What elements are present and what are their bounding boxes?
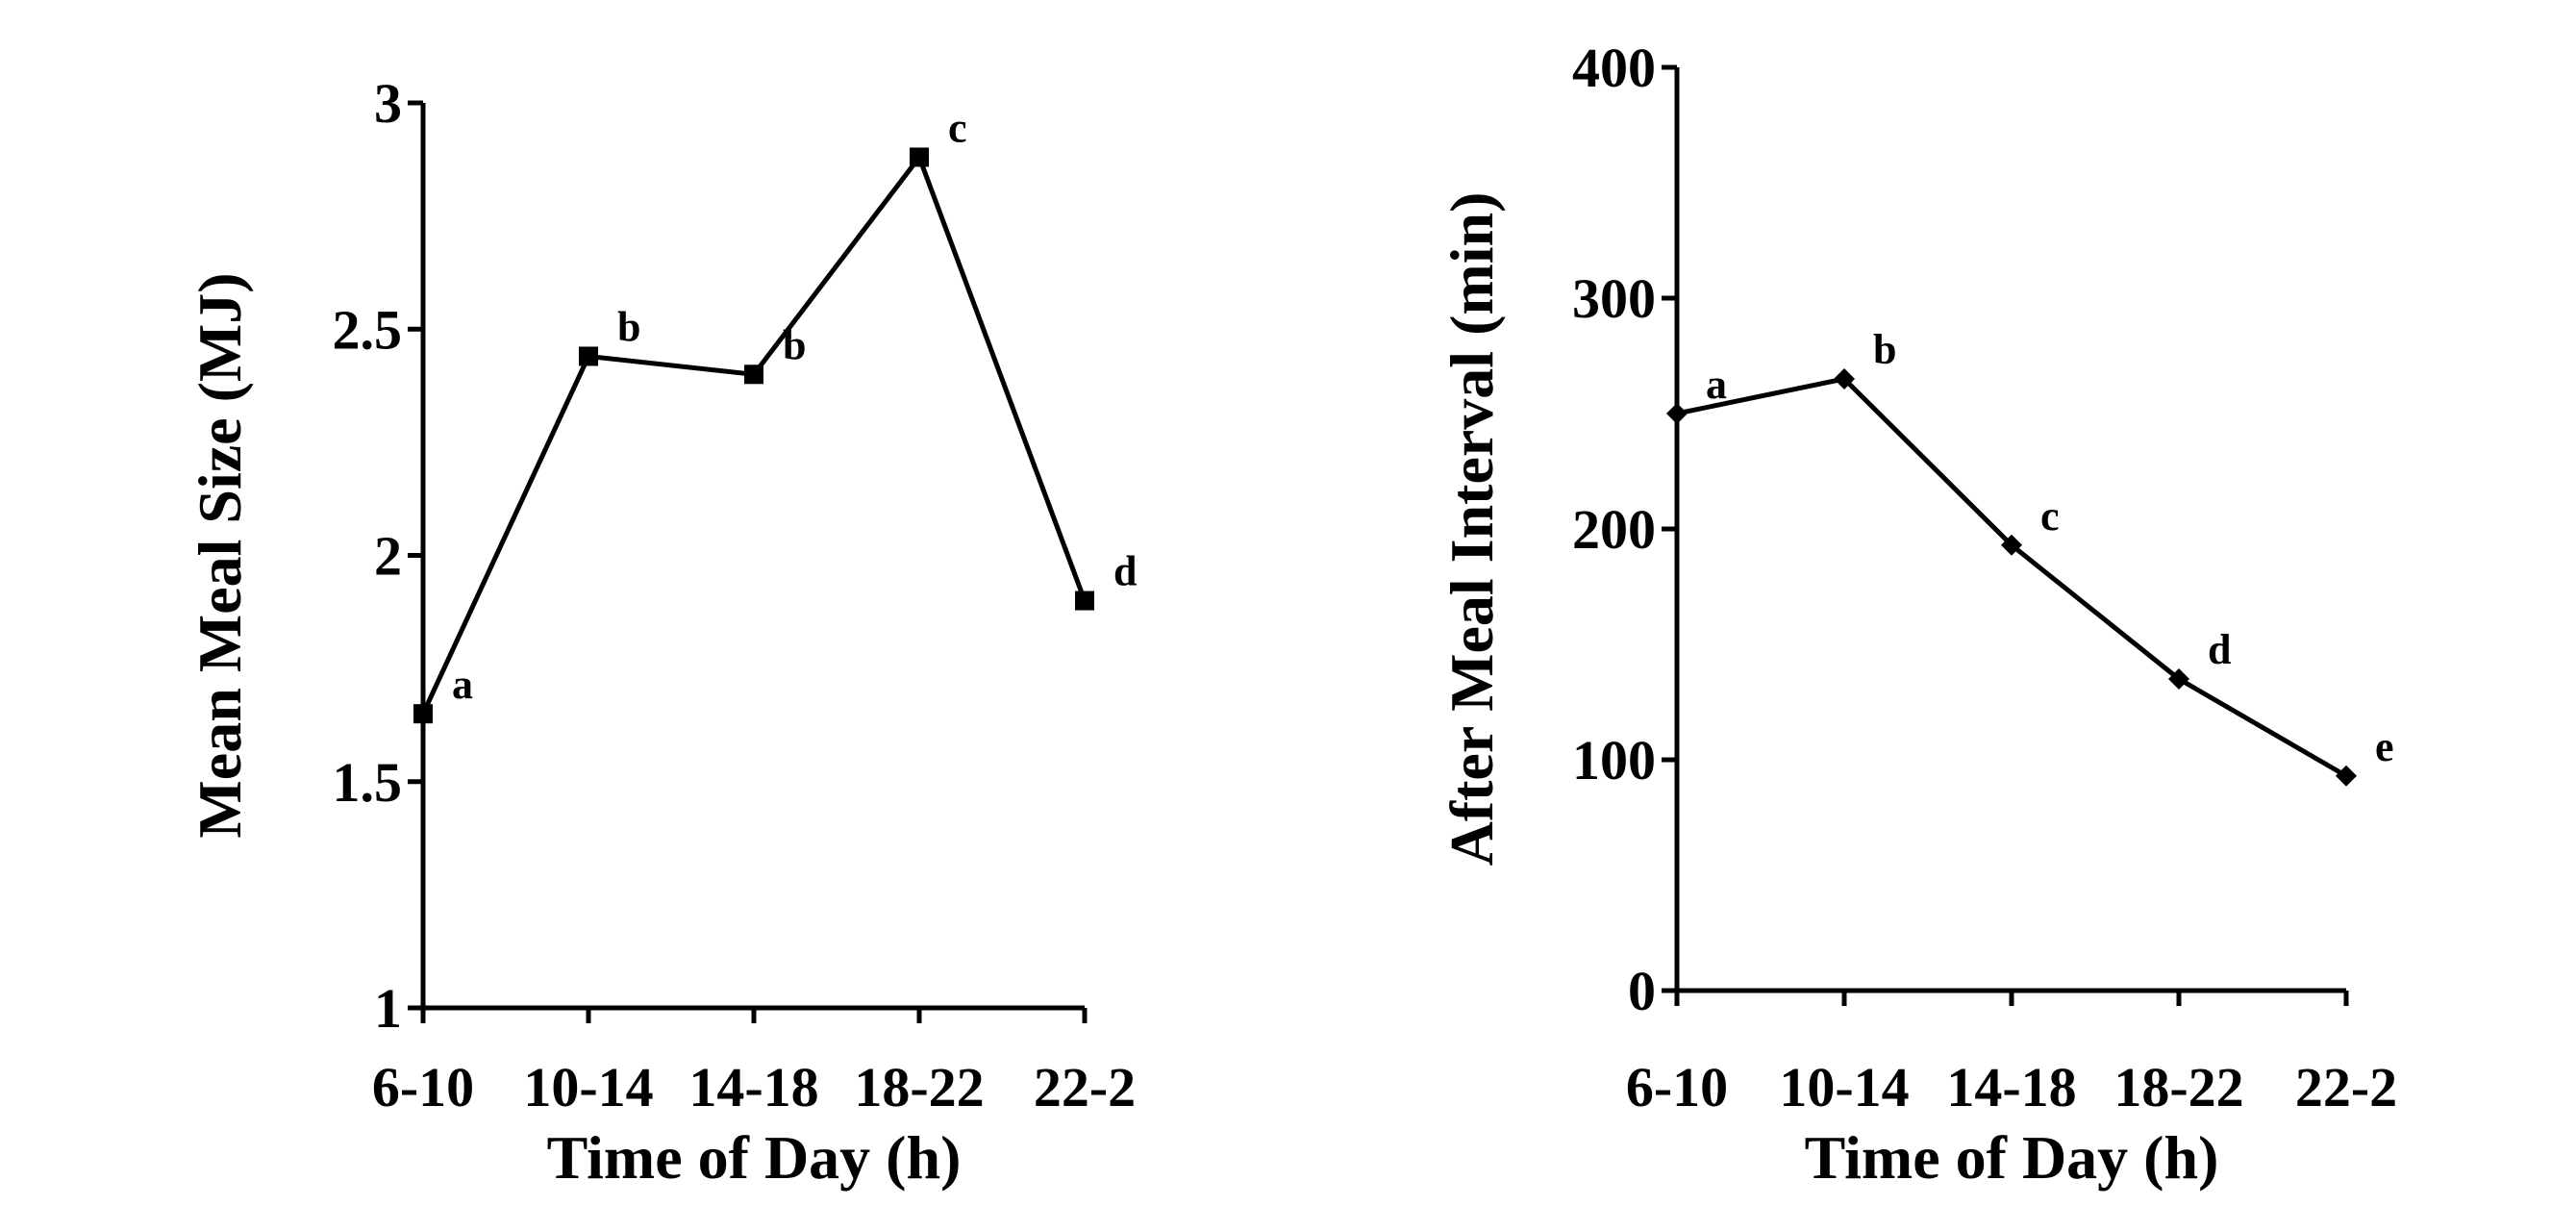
data-point-marker bbox=[2001, 534, 2022, 556]
data-point-marker bbox=[2336, 765, 2357, 787]
point-label: d bbox=[2208, 626, 2231, 673]
x-tick-label: 10-14 bbox=[1779, 1056, 1909, 1118]
data-point-marker bbox=[910, 147, 929, 167]
x-tick-label: 6-10 bbox=[372, 1056, 474, 1118]
x-tick-label: 14-18 bbox=[688, 1056, 818, 1118]
data-point-marker bbox=[1075, 590, 1094, 611]
x-tick-label: 18-22 bbox=[854, 1056, 984, 1118]
y-tick-label: 3 bbox=[374, 72, 402, 135]
y-tick-label: 100 bbox=[1572, 729, 1656, 791]
series-line bbox=[1676, 376, 2348, 778]
point-label: a bbox=[1706, 361, 1727, 408]
x-tick-label: 22-2 bbox=[1034, 1056, 1136, 1118]
x-tick-label: 14-18 bbox=[1946, 1056, 2076, 1118]
point-label: a bbox=[452, 661, 473, 708]
point-label: b bbox=[617, 303, 640, 350]
data-point-marker bbox=[2168, 668, 2189, 690]
point-label: c bbox=[948, 104, 967, 151]
y-tick-label: 1.5 bbox=[333, 751, 403, 814]
data-point-marker bbox=[1834, 368, 1855, 389]
data-point-marker bbox=[579, 346, 598, 366]
x-tick-label: 22-2 bbox=[2295, 1056, 2397, 1118]
y-tick-label: 2.5 bbox=[333, 298, 403, 361]
point-label: c bbox=[2040, 492, 2060, 540]
y-tick-label: 200 bbox=[1572, 498, 1656, 561]
x-axis-title: Time of Day (h) bbox=[1805, 1123, 2219, 1192]
x-tick-label: 18-22 bbox=[2113, 1056, 2243, 1118]
point-label: b bbox=[783, 321, 806, 368]
y-tick-label: 0 bbox=[1628, 960, 1656, 1022]
x-tick-label: 10-14 bbox=[523, 1056, 653, 1118]
point-label: b bbox=[1873, 326, 1896, 373]
data-point-marker bbox=[744, 364, 763, 385]
series-line bbox=[420, 154, 1088, 716]
y-tick-label: 300 bbox=[1572, 267, 1656, 330]
y-axis-title: After Meal Interval (min) bbox=[1438, 192, 1506, 867]
meal-size-chart: 1 1.5 2 2.5 3 6-10 10-14 14-18 18-22 22-2 Time of … bbox=[186, 72, 1137, 1192]
point-label: d bbox=[1113, 548, 1137, 595]
data-point-marker bbox=[1666, 403, 1688, 424]
x-tick-label: 6-10 bbox=[1626, 1056, 1728, 1118]
y-tick-label: 2 bbox=[374, 525, 402, 588]
y-tick-label: 400 bbox=[1572, 37, 1656, 99]
y-tick-label: 1 bbox=[374, 977, 402, 1040]
meal-interval-chart: 0 100 200 300 400 6-10 10-14 14-18 18-22 22-2 Time… bbox=[1438, 37, 2397, 1192]
point-label: e bbox=[2375, 723, 2394, 770]
data-point-marker bbox=[413, 704, 433, 724]
y-axis-title: Mean Meal Size (MJ) bbox=[186, 272, 254, 838]
x-axis-title: Time of Day (h) bbox=[547, 1123, 962, 1192]
